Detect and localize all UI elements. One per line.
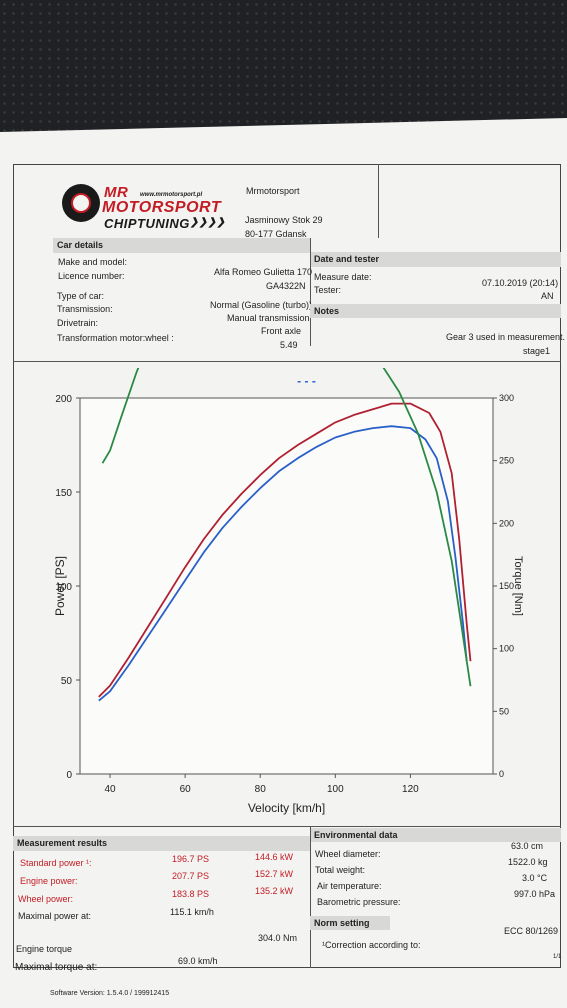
total-weight-label: Total weight:: [315, 865, 366, 875]
y2-tick-label: 150: [499, 581, 514, 591]
notes-header: Notes: [310, 304, 561, 318]
x-tick-label: 40: [104, 784, 116, 795]
y2-tick-label: 250: [499, 456, 514, 466]
make-value: Alfa Romeo Gulietta 170: [214, 267, 313, 277]
logo-mr-text: MR: [104, 184, 129, 201]
type-value: Normal (Gasoline (turbo)): [210, 300, 313, 310]
measure-date-label: Measure date:: [314, 272, 372, 282]
drivetrain-label: Drivetrain:: [57, 318, 99, 328]
max-power-value: 115.1 km/h: [170, 907, 214, 917]
company-street: Jasminowy Stok 29: [245, 215, 323, 225]
max-torque-label: Maximal torque at:: [15, 962, 98, 973]
type-label: Type of car:: [57, 291, 105, 301]
page-number: 1/1: [553, 954, 562, 960]
engine-power-ps: 207.7 PS: [172, 871, 210, 881]
standard-power-label: Standard power ¹:: [20, 858, 92, 868]
licence-value: GA4322N: [266, 281, 306, 291]
background-texture: [0, 0, 567, 140]
x-tick-label: 120: [402, 784, 419, 795]
engine-torque-value: 304.0 Nm: [258, 933, 298, 943]
environment-header: Environmental data: [310, 828, 561, 842]
y2-axis-label: Torque [Nm]: [512, 556, 524, 616]
air-temp-label: Air temperature:: [317, 881, 382, 891]
company-city: 80-177 Gdansk: [245, 229, 307, 239]
date-tester-header: Date and tester: [310, 252, 561, 267]
header-divider: [378, 164, 379, 238]
wheel-diameter-value: 63.0 cm: [511, 841, 544, 851]
y2-tick-label: 200: [499, 518, 514, 528]
licence-label: Licence number:: [58, 271, 125, 281]
series-line-1: [98, 402, 472, 698]
x-tick-label: 80: [255, 784, 267, 795]
company-name: Mrmotorsport: [246, 186, 300, 196]
y-axis-label: Power [PS]: [53, 556, 67, 616]
correction-label: ¹Correction according to:: [322, 940, 421, 950]
notes-line2: stage1: [523, 346, 551, 356]
drivetrain-value: Front axle: [261, 326, 302, 336]
y2-tick-label: 100: [499, 644, 514, 654]
plot-area: [79, 397, 494, 775]
logo-arrows: ❯❯❯❯: [190, 217, 226, 228]
standard-power-kw: 144.6 kW: [255, 852, 294, 862]
wheel-diameter-label: Wheel diameter:: [315, 849, 381, 859]
dyno-report-sheet: MR www.mrmotorsport.pl MOTORSPORT CHIPTU…: [0, 118, 567, 1008]
engine-torque-label: Engine torque: [16, 944, 73, 954]
results-divider: [310, 826, 311, 968]
ratio-value: 5.49: [280, 340, 298, 350]
total-weight-value: 1522.0 kg: [508, 857, 548, 867]
standard-power-ps: 196.7 PS: [172, 854, 210, 864]
chart-top-divider: [13, 361, 561, 362]
turbo-logo-icon: [62, 184, 100, 222]
results-top-divider: [13, 826, 561, 827]
make-label: Make and model:: [58, 257, 128, 267]
details-divider: [310, 238, 311, 346]
baro-value: 997.0 hPa: [514, 889, 556, 899]
x-tick-label: 60: [180, 784, 192, 795]
baro-label: Barometric pressure:: [317, 897, 401, 907]
wheel-power-label: Wheel power:: [18, 894, 74, 904]
y-tick-label: 150: [55, 488, 72, 499]
y-tick-label: 200: [55, 394, 72, 405]
measurement-header: Measurement results: [13, 836, 310, 851]
y-tick-label: 0: [66, 770, 72, 781]
engine-power-label: Engine power:: [20, 876, 78, 886]
software-version: Software Version: 1.5.4.0 / 199912415: [50, 990, 170, 997]
y-tick-label: 50: [61, 676, 73, 687]
x-axis-label: Velocity [km/h]: [248, 801, 325, 815]
norm-header: Norm setting: [310, 916, 390, 930]
report-frame: [13, 164, 561, 968]
series-line-3: [101, 368, 472, 687]
transmission-value: Manual transmission: [227, 313, 310, 323]
dyno-chart: 0 50 100 150 200 0 50 100 150 200 250 300 40 60 80 100 1…: [53, 368, 524, 815]
y2-tick-label: 50: [499, 706, 509, 716]
max-power-label: Maximal power at:: [18, 911, 92, 921]
wheel-power-ps: 183.8 PS: [172, 889, 210, 899]
tester-value: AN: [541, 291, 554, 301]
notes-line1: Gear 3 used in measurement.: [446, 332, 566, 342]
car-details-header: Car details: [53, 238, 310, 253]
max-torque-value: 69.0 km/h: [178, 956, 218, 966]
legend-marker: - - -: [297, 374, 316, 388]
y2-tick-label: 0: [499, 769, 504, 779]
x-tick-label: 100: [327, 784, 344, 795]
logo-motorsport-text: MOTORSPORT: [102, 199, 222, 216]
y-tick-label: 100: [55, 582, 72, 593]
series-line-2: [98, 425, 468, 702]
logo-website: www.mrmotorsport.pl: [140, 192, 203, 198]
wheel-power-kw: 135.2 kW: [255, 886, 294, 896]
correction-value: ECC 80/1269: [504, 926, 559, 936]
measure-date-value: 07.10.2019 (20:14): [482, 278, 559, 288]
logo-chiptuning-text: CHIPTUNING: [104, 216, 190, 231]
air-temp-value: 3.0 °C: [522, 873, 548, 883]
tester-label: Tester:: [314, 285, 342, 295]
engine-power-kw: 152.7 kW: [255, 869, 294, 879]
y2-tick-label: 300: [499, 393, 514, 403]
ratio-label: Transformation motor:wheel :: [57, 333, 174, 343]
transmission-label: Transmission:: [57, 304, 113, 314]
